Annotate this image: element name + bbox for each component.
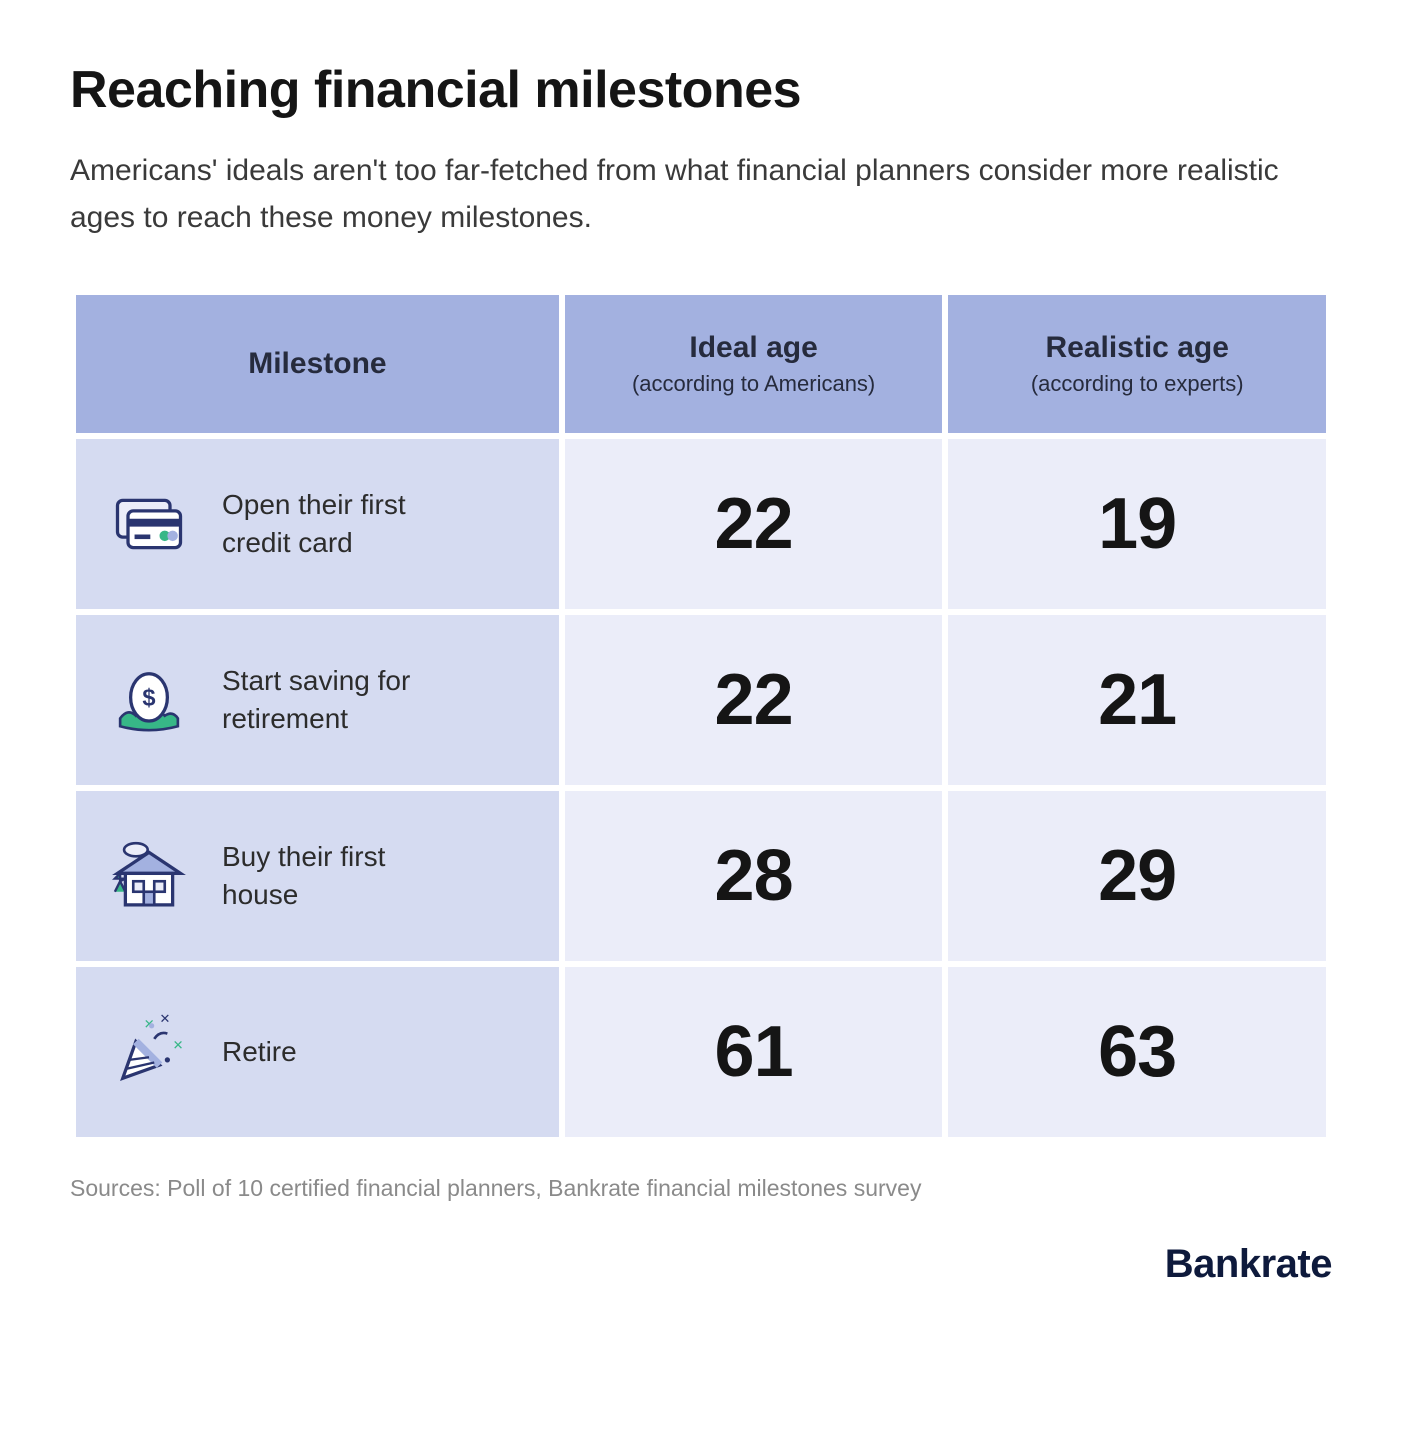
col-header-sub: (according to Americans) [585, 371, 923, 397]
page-title: Reaching financial milestones [70, 60, 1332, 120]
svg-text:✕: ✕ [160, 1011, 171, 1026]
ideal-age-value: 61 [565, 967, 943, 1137]
house-icon [104, 831, 194, 921]
credit-card-icon [104, 479, 194, 569]
table-row: Open their first credit card 22 19 [76, 439, 1326, 609]
brand-logo: Bankrate [70, 1242, 1332, 1287]
col-header-milestone: Milestone [76, 295, 559, 433]
milestone-label: Retire [222, 1033, 297, 1071]
col-header-realistic: Realistic age (according to experts) [948, 295, 1326, 433]
milestone-label: Buy their first house [222, 838, 462, 914]
nest-egg-icon: $ [104, 655, 194, 745]
svg-text:$: $ [142, 685, 155, 711]
col-header-label: Milestone [248, 347, 386, 380]
ideal-age-value: 22 [565, 615, 943, 785]
ideal-age-value: 22 [565, 439, 943, 609]
table-row: Buy their first house 28 29 [76, 791, 1326, 961]
table-row: ✕ ✕ ✕ Retire 61 63 [76, 967, 1326, 1137]
milestones-table: Milestone Ideal age (according to Americ… [70, 289, 1332, 1143]
realistic-age-value: 21 [948, 615, 1326, 785]
table-row: $ Start saving for retirement 22 21 [76, 615, 1326, 785]
realistic-age-value: 29 [948, 791, 1326, 961]
realistic-age-value: 19 [948, 439, 1326, 609]
milestone-label: Open their first credit card [222, 486, 462, 562]
col-header-sub: (according to experts) [968, 371, 1306, 397]
svg-text:✕: ✕ [173, 1037, 184, 1052]
milestone-label: Start saving for retirement [222, 662, 462, 738]
col-header-label: Realistic age [1045, 331, 1228, 364]
realistic-age-value: 63 [948, 967, 1326, 1137]
page-subtitle: Americans' ideals aren't too far-fetched… [70, 148, 1332, 241]
col-header-label: Ideal age [689, 331, 817, 364]
col-header-ideal: Ideal age (according to Americans) [565, 295, 943, 433]
ideal-age-value: 28 [565, 791, 943, 961]
party-popper-icon: ✕ ✕ ✕ [104, 1007, 194, 1097]
sources-text: Sources: Poll of 10 certified financial … [70, 1175, 1332, 1202]
